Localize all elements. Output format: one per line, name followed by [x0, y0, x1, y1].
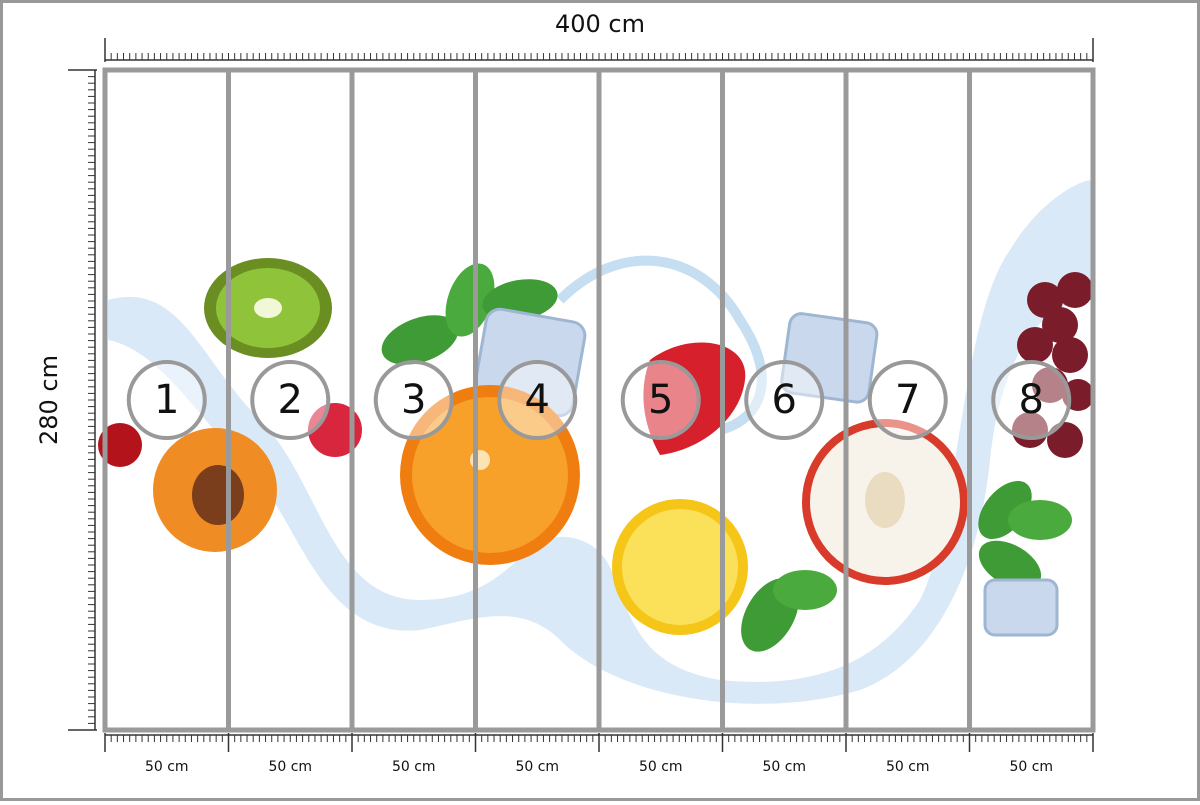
panel-number-badge — [373, 360, 454, 440]
panel-number: 2 — [278, 377, 303, 423]
mint-leaf — [1008, 500, 1072, 540]
mint-leaf — [381, 315, 459, 365]
panel-width-label: 50 cm — [639, 759, 683, 775]
kiwi — [254, 298, 282, 318]
ice-cube — [983, 578, 1059, 637]
cherry — [98, 423, 142, 467]
width-label: 400 cm — [555, 10, 645, 38]
panel-width-label: 50 cm — [392, 759, 436, 775]
panel-number-badge — [620, 360, 701, 440]
panel-number: 7 — [895, 377, 920, 423]
panel-width-label: 50 cm — [145, 759, 189, 775]
water-splash — [556, 255, 767, 435]
apple-core — [865, 472, 905, 528]
lemon — [622, 509, 738, 625]
panel-number: 3 — [401, 377, 426, 423]
panel-number: 6 — [772, 377, 797, 423]
panel-number-badge — [126, 360, 207, 440]
panel-number-badge — [744, 360, 825, 440]
panel-number-badge — [991, 360, 1072, 440]
raspberry — [308, 403, 362, 457]
panel-width-label: 50 cm — [762, 759, 806, 775]
mint-leaf — [773, 570, 837, 610]
panel-number: 4 — [525, 377, 550, 423]
panel-number: 1 — [154, 377, 179, 423]
panel-width-label: 50 cm — [515, 759, 559, 775]
panel-number-badge — [497, 360, 578, 440]
panel-number: 5 — [648, 377, 673, 423]
height-label: 280 cm — [35, 355, 63, 445]
rulers — [68, 38, 1094, 752]
strawberry — [643, 342, 746, 455]
apricot-stone — [192, 465, 244, 525]
panel-number-badge — [867, 360, 948, 440]
mint-leaf — [978, 540, 1042, 590]
panel-number: 8 — [1019, 377, 1044, 423]
panel-width-label: 50 cm — [268, 759, 312, 775]
panel-width-label: 50 cm — [886, 759, 930, 775]
mint-leaf — [445, 263, 495, 337]
panel-number-badge — [250, 360, 331, 440]
panel-width-label: 50 cm — [1009, 759, 1053, 775]
